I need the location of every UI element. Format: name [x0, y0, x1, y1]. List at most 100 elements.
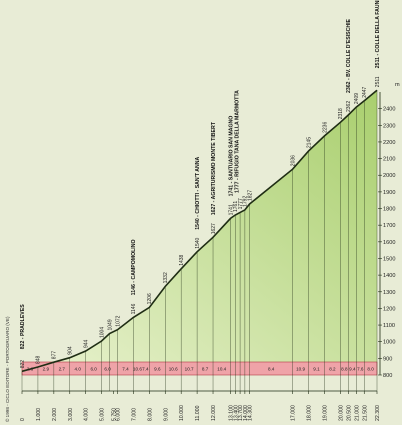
y-tick-label: 1200 [383, 306, 395, 312]
place-annotation: 2511 - COLLE DELLA FAUNIERA [375, 0, 381, 68]
x-tick-label: 13.100 [229, 405, 235, 421]
y-tick-label: 1900 [383, 190, 395, 196]
gradient-label: 10.7 [185, 367, 194, 372]
y-tick-label: 2000 [383, 173, 395, 179]
x-tick-label: 6.000 [116, 408, 122, 421]
gradient-label: 7.4 [142, 367, 149, 372]
point-label: 1792 [243, 196, 249, 207]
point-label: 1540 [195, 237, 201, 248]
gradient-label: 2.6 [27, 367, 34, 372]
y-tick-label: 2100 [383, 157, 395, 163]
gradient-label: 7.6 [357, 367, 364, 372]
point-label: 1072 [115, 315, 121, 326]
y-tick-label: 1300 [383, 290, 395, 296]
x-tick-label: 5.750 [112, 408, 118, 421]
point-label: 2036 [290, 155, 296, 166]
place-annotation: 1777 - RIFUGIO TANA DELLA MARMOTTA [235, 90, 241, 193]
gradient-label: 6.0 [90, 367, 97, 372]
x-tick-label: 22.300 [375, 405, 381, 421]
x-tick-label: 1.000 [36, 408, 42, 421]
place-annotation: 1627 - AGRITURISMO MONTE TIBERT [211, 121, 217, 215]
x-tick-label: 21.500 [362, 405, 368, 421]
gradient-label: 8.4 [268, 367, 275, 372]
point-label: 877 [52, 351, 58, 360]
y-tick-label: 1100 [383, 323, 395, 329]
gradient-label: 10.9 [296, 367, 305, 372]
y-tick-label: 1800 [383, 207, 395, 213]
y-tick-label: 1700 [383, 223, 395, 229]
y-tick-label: 2300 [383, 123, 395, 129]
y-tick-label: 1400 [383, 273, 395, 279]
gradient-label: 9.4 [349, 367, 356, 372]
x-tick-label: 14.300 [248, 405, 254, 421]
x-tick-label: 2.000 [52, 408, 58, 421]
point-label: 2511 [375, 76, 381, 87]
profile-area [22, 90, 377, 372]
x-tick-label: 17.000 [291, 405, 297, 421]
point-label: 2447 [362, 86, 368, 97]
point-label: 2145 [306, 137, 312, 148]
y-tick-label: 1600 [383, 240, 395, 246]
y-tick-label: 1000 [383, 340, 395, 346]
x-tick-label: 12.000 [211, 405, 217, 421]
point-label: 1049 [107, 319, 113, 330]
point-label: 1741 [228, 204, 234, 215]
place-annotation: 822 - PRADLEVES [20, 304, 26, 350]
gradient-label: 10.4 [217, 367, 226, 372]
point-label: 2236 [322, 122, 328, 133]
x-tick-label: 9.000 [163, 408, 169, 421]
gradient-label: 8.2 [329, 367, 336, 372]
x-tick-label: 10.000 [179, 405, 185, 421]
y-axis-label: m [395, 82, 400, 88]
x-tick-label: 5.000 [100, 408, 106, 421]
gradient-label: 10.6 [169, 367, 178, 372]
point-label: 944 [84, 339, 90, 348]
point-label: 1761 [233, 201, 239, 212]
place-annotation: 1146 - CAMPOMOLINO [131, 239, 137, 295]
x-tick-label: 18.000 [307, 405, 313, 421]
x-tick-label: 20.000 [338, 405, 344, 421]
copyright-text: © 1998 - CICLO EDITORE - PORTOGRUARO (VE… [4, 316, 10, 422]
x-tick-label: 19.000 [323, 405, 329, 421]
point-label: 2318 [338, 108, 344, 119]
x-tick-label: 21.000 [354, 405, 360, 421]
x-tick-label: 20.500 [346, 405, 352, 421]
x-tick-label: 14.000 [243, 405, 249, 421]
profile-line [21, 89, 378, 373]
gradient-label: 8.8 [341, 367, 348, 372]
chart-text-layer: 800 900 1000 1100 1200 1300 1400 1500 1600 1700 18… [20, 0, 400, 421]
gradient-label: 2.7 [59, 367, 66, 372]
place-annotation: 2362 - BV. COLLE D'ESISCHIE [346, 18, 352, 93]
y-tick-label: 2200 [383, 140, 395, 146]
x-tick-label: 0 [20, 418, 26, 421]
point-label: 1206 [147, 293, 153, 304]
chart-marks-layer [21, 89, 382, 394]
place-annotation: 1741 - SANTUARIO SAN MAGNO [228, 116, 234, 197]
point-label: 2409 [354, 93, 360, 104]
gradient-label: 7.4 [122, 367, 129, 372]
point-label: 1146 [131, 303, 137, 314]
point-label: 1004 [99, 327, 105, 338]
point-label: 1438 [179, 254, 185, 265]
gradient-label: 9.1 [313, 367, 320, 372]
gradient-label: 4.0 [75, 367, 82, 372]
gradient-label: 8.0 [367, 367, 374, 372]
gradient-label: 10.6 [133, 367, 142, 372]
point-label: 1777 [238, 198, 244, 209]
x-tick-label: 7.000 [131, 408, 137, 421]
x-tick-label: 13.400 [233, 405, 239, 421]
x-tick-label: 3.000 [68, 408, 74, 421]
gradient-label: 2.9 [43, 367, 50, 372]
point-label: 2362 [346, 101, 352, 112]
place-annotation: 1540 - CHIOTTI - SAN'T ANNA [195, 156, 201, 229]
gradient-label: 8.7 [202, 367, 209, 372]
x-tick-label: 8.000 [147, 408, 153, 421]
x-tick-label: 11.000 [195, 405, 201, 421]
point-label: 1332 [163, 272, 169, 283]
point-label: 904 [68, 346, 74, 355]
y-tick-label: 1500 [383, 256, 395, 262]
x-tick-label: 4.000 [84, 408, 90, 421]
y-tick-label: 800 [383, 373, 392, 379]
y-tick-label: 2400 [383, 107, 395, 113]
